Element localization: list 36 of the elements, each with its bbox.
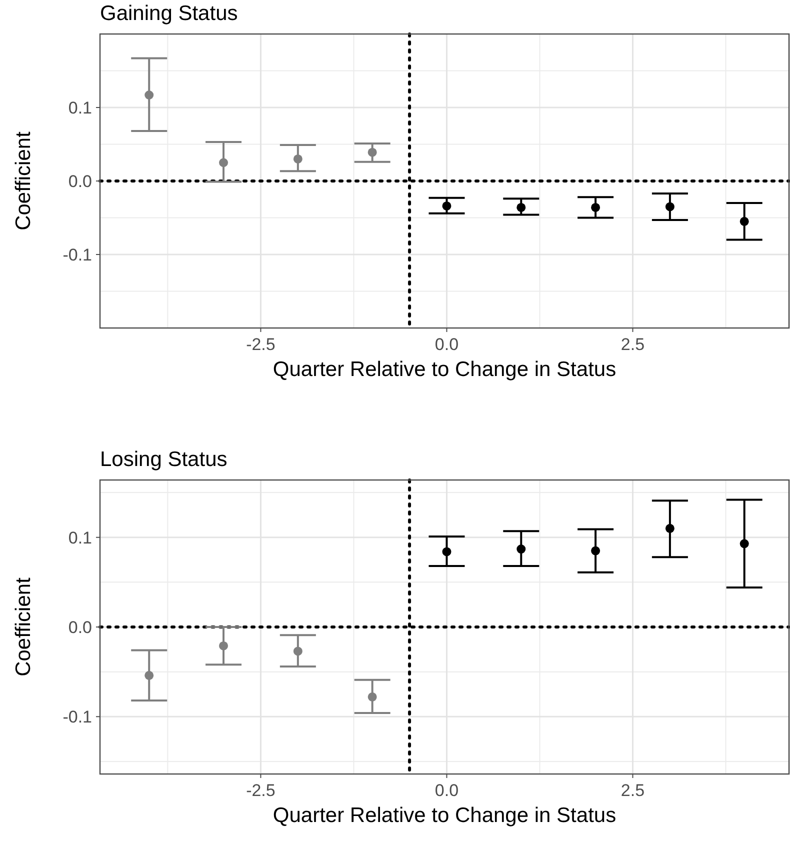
chart-title: Losing Status (100, 448, 228, 471)
point (293, 646, 302, 656)
chart-title: Gaining Status (100, 2, 238, 25)
x-tick-label: -2.5 (246, 335, 276, 354)
x-tick-label: 0.0 (434, 335, 459, 354)
point (368, 692, 377, 702)
y-axis-title: Coefficient (12, 577, 35, 676)
point (144, 670, 154, 680)
point (144, 90, 154, 100)
x-tick-label: 0.0 (434, 781, 459, 800)
x-axis-title: Quarter Relative to Change in Status (272, 804, 616, 827)
y-axis-title: Coefficient (12, 131, 35, 230)
point (516, 202, 526, 212)
y-tick-label: 0.1 (68, 528, 92, 548)
point (442, 547, 452, 556)
y-tick-label: -0.1 (62, 246, 92, 264)
y-tick-label: 0.0 (68, 618, 92, 637)
point (219, 641, 228, 650)
point (591, 202, 600, 212)
y-tick-label: -0.1 (62, 708, 92, 727)
point (442, 201, 452, 210)
x-axis-title: Quarter Relative to Change in Status (272, 358, 616, 381)
x-tick-label: 2.5 (620, 781, 645, 800)
point (665, 524, 674, 533)
point (368, 148, 377, 157)
x-tick-label: -2.5 (246, 781, 276, 800)
point (591, 546, 600, 556)
point (665, 202, 674, 212)
point (740, 539, 749, 548)
y-tick-label: 0.1 (68, 98, 92, 118)
x-tick-label: 2.5 (620, 335, 645, 354)
point (219, 158, 228, 168)
y-tick-label: 0.0 (68, 172, 92, 191)
point (740, 216, 749, 226)
point (293, 154, 302, 164)
point (516, 544, 526, 554)
